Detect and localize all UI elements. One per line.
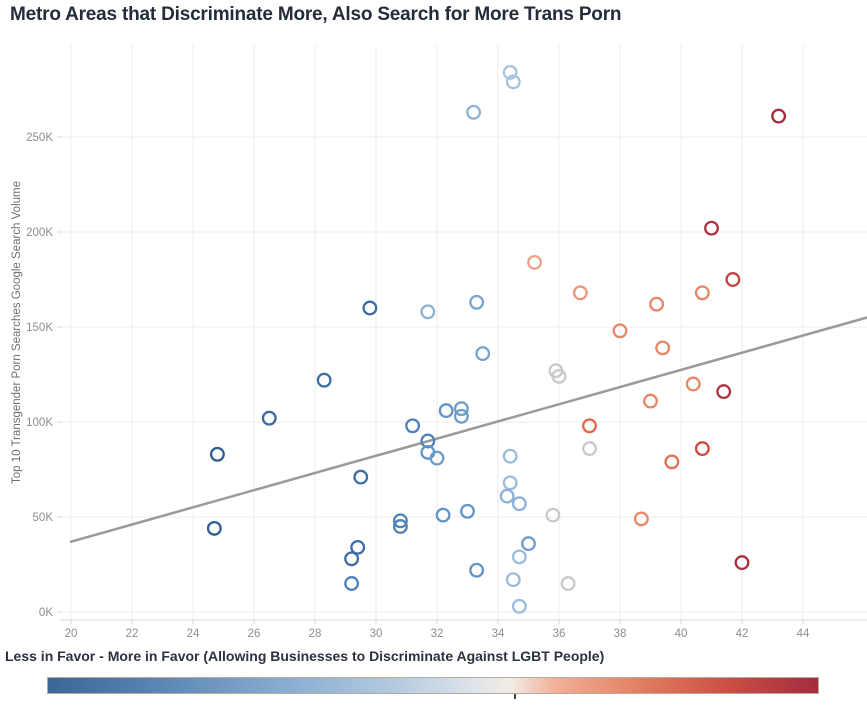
- trend-line: [69, 316, 867, 543]
- x-tick-label: 28: [309, 628, 322, 640]
- data-point[interactable]: [392, 519, 408, 534]
- y-tick-label: 250K: [26, 132, 53, 144]
- chart-title: Metro Areas that Discriminate More, Also…: [10, 4, 622, 25]
- x-tick-label: 22: [126, 628, 139, 640]
- data-point[interactable]: [725, 272, 741, 287]
- data-point[interactable]: [704, 220, 719, 236]
- data-point[interactable]: [502, 64, 518, 80]
- data-point[interactable]: [505, 572, 521, 588]
- data-point[interactable]: [261, 410, 277, 426]
- x-tick-label: 20: [65, 628, 78, 640]
- y-tick-label: 200K: [26, 227, 53, 239]
- data-point[interactable]: [734, 555, 750, 571]
- data-point[interactable]: [694, 285, 710, 301]
- data-point[interactable]: [685, 376, 701, 392]
- data-point[interactable]: [545, 507, 561, 523]
- y-tick-label: 0K: [39, 607, 53, 619]
- color-legend-gradient: [47, 677, 819, 694]
- y-tick-label: 50K: [33, 512, 54, 524]
- data-point[interactable]: [511, 598, 527, 614]
- data-point[interactable]: [527, 254, 543, 270]
- data-point[interactable]: [420, 433, 436, 449]
- data-point[interactable]: [206, 520, 222, 536]
- data-point[interactable]: [551, 368, 567, 384]
- data-point[interactable]: [560, 576, 576, 591]
- data-point[interactable]: [499, 488, 515, 504]
- x-tick-label: 42: [736, 628, 749, 640]
- data-point[interactable]: [511, 549, 527, 565]
- x-tick-label: 32: [431, 628, 444, 640]
- data-point[interactable]: [511, 496, 527, 512]
- data-point[interactable]: [643, 393, 658, 409]
- data-point[interactable]: [466, 104, 482, 120]
- data-point[interactable]: [435, 507, 451, 523]
- x-tick-label: 38: [614, 628, 627, 640]
- data-point[interactable]: [505, 74, 521, 90]
- data-point[interactable]: [475, 346, 491, 362]
- data-point[interactable]: [649, 296, 665, 312]
- data-point[interactable]: [209, 446, 225, 462]
- data-point[interactable]: [582, 418, 597, 434]
- y-axis-title: Top 10 Transgender Porn Searches Google …: [11, 181, 23, 484]
- x-axis-caption: Less in Favor - More in Favor (Allowing …: [5, 648, 605, 664]
- data-point[interactable]: [521, 536, 536, 552]
- y-tick-label: 150K: [26, 322, 53, 334]
- data-point[interactable]: [469, 294, 485, 310]
- x-tick-label: 40: [675, 628, 688, 640]
- x-tick-label: 26: [248, 628, 261, 640]
- data-point[interactable]: [612, 323, 628, 339]
- data-point[interactable]: [344, 576, 360, 591]
- data-point[interactable]: [316, 372, 332, 388]
- data-point[interactable]: [362, 300, 378, 316]
- scatter-plot: 20 22 24 26 28 30 32 34 36 38 40 42 44 0K 50K 100K 150K 2…: [11, 45, 867, 640]
- x-tick-label: 36: [553, 628, 566, 640]
- data-point[interactable]: [771, 108, 787, 124]
- data-point[interactable]: [405, 418, 421, 434]
- data-point[interactable]: [453, 401, 469, 417]
- data-point[interactable]: [350, 539, 366, 555]
- data-point[interactable]: [438, 403, 454, 419]
- data-point[interactable]: [353, 469, 369, 485]
- data-point[interactable]: [502, 448, 518, 464]
- legend-tick-mark: [513, 694, 516, 699]
- data-point[interactable]: [460, 503, 475, 519]
- x-tick-label: 30: [370, 628, 383, 640]
- data-point[interactable]: [716, 384, 732, 400]
- data-point[interactable]: [344, 551, 360, 567]
- x-tick-label: 24: [187, 628, 200, 640]
- data-point[interactable]: [392, 513, 408, 529]
- y-tick-label: 100K: [26, 417, 53, 429]
- data-point[interactable]: [429, 450, 445, 466]
- data-point[interactable]: [655, 340, 671, 356]
- x-tick-label: 34: [492, 628, 505, 640]
- data-point[interactable]: [502, 475, 518, 491]
- data-point[interactable]: [633, 511, 649, 527]
- data-point[interactable]: [582, 441, 597, 457]
- data-point[interactable]: [469, 562, 485, 578]
- x-tick-label: 44: [797, 628, 810, 640]
- data-point[interactable]: [420, 304, 436, 320]
- data-point[interactable]: [572, 285, 588, 301]
- data-point[interactable]: [694, 441, 710, 457]
- data-point[interactable]: [664, 454, 680, 470]
- data-point[interactable]: [453, 408, 469, 424]
